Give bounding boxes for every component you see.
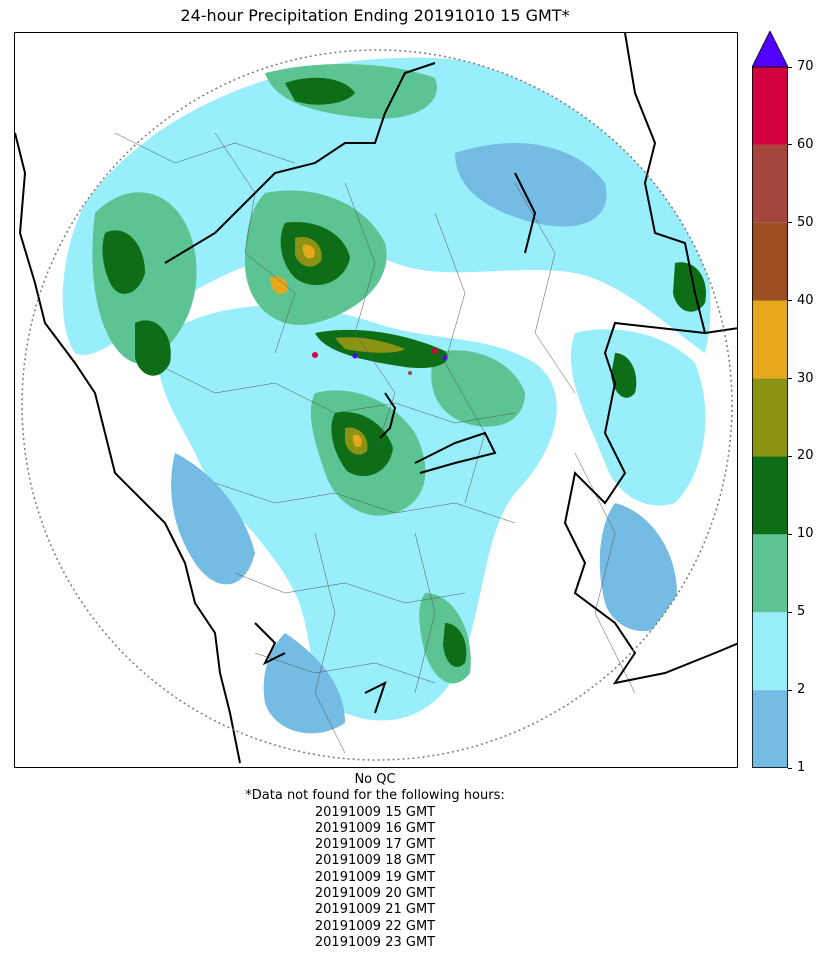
colorbar-svg bbox=[752, 31, 788, 768]
colorbar-tick-label: 40 bbox=[797, 292, 814, 308]
missing-hour: 20191009 19 GMT bbox=[314, 869, 436, 885]
chart-title: 24-hour Precipitation Ending 20191010 15… bbox=[180, 6, 570, 25]
missing-hour: 20191009 20 GMT bbox=[314, 886, 436, 902]
precipitation-map bbox=[14, 32, 738, 768]
colorbar-tick-mark bbox=[788, 300, 792, 302]
colorbar-tick-label: 5 bbox=[797, 604, 806, 620]
missing-hour: 20191009 22 GMT bbox=[314, 918, 436, 934]
colorbar-segment bbox=[752, 144, 788, 223]
district-borders bbox=[114, 132, 636, 754]
colorbar-tick-mark bbox=[788, 455, 792, 457]
precipitation-field bbox=[62, 57, 711, 734]
colorbar-segment bbox=[752, 67, 788, 145]
colorbar-tick-label: 10 bbox=[797, 526, 814, 542]
footer-notes: No QC *Data not found for the following … bbox=[0, 772, 750, 951]
missing-hour: 20191009 16 GMT bbox=[314, 820, 436, 836]
qc-note: No QC bbox=[354, 772, 396, 787]
colorbar-segment bbox=[752, 300, 788, 379]
state-borders bbox=[164, 33, 737, 714]
colorbar-tick-mark bbox=[788, 611, 792, 613]
colorbar-tick-mark bbox=[788, 767, 792, 769]
colorbar-tick-label: 2 bbox=[797, 682, 806, 698]
colorbar-tick-mark bbox=[788, 66, 792, 68]
colorbar-frame bbox=[752, 66, 788, 768]
colorbar-segment bbox=[752, 612, 788, 691]
colorbar-segment bbox=[752, 456, 788, 535]
coastline bbox=[15, 132, 241, 764]
colorbar-tick-label: 30 bbox=[797, 370, 814, 386]
radar-range-circle bbox=[21, 49, 733, 761]
colorbar-tick-label: 1 bbox=[797, 760, 806, 775]
colorbar-tick-mark bbox=[788, 533, 792, 535]
missing-hour: 20191009 17 GMT bbox=[314, 837, 436, 853]
colorbar-tick-label: 20 bbox=[797, 448, 814, 464]
missing-hour: 20191009 15 GMT bbox=[314, 804, 436, 820]
colorbar-tick-label: 70 bbox=[797, 59, 814, 74]
colorbar-segment bbox=[752, 222, 788, 301]
colorbar-tick-mark bbox=[788, 689, 792, 691]
colorbar-tick-label: 50 bbox=[797, 214, 814, 230]
colorbar-tick-label: 60 bbox=[797, 136, 814, 152]
colorbar-tick-mark bbox=[788, 378, 792, 380]
colorbar-segment bbox=[752, 534, 788, 613]
colorbar-tick-mark bbox=[788, 144, 792, 146]
missing-hour: 20191009 21 GMT bbox=[314, 902, 436, 918]
colorbar-extend-triangle bbox=[752, 31, 788, 68]
missing-hour: 20191009 23 GMT bbox=[314, 934, 436, 950]
map-canvas bbox=[15, 33, 737, 764]
colorbar-segment bbox=[752, 378, 788, 457]
missing-header: *Data not found for the following hours: bbox=[245, 788, 505, 804]
missing-hour: 20191009 18 GMT bbox=[314, 853, 436, 869]
colorbar-tick-mark bbox=[788, 222, 792, 224]
colorbar-segment bbox=[752, 690, 788, 768]
